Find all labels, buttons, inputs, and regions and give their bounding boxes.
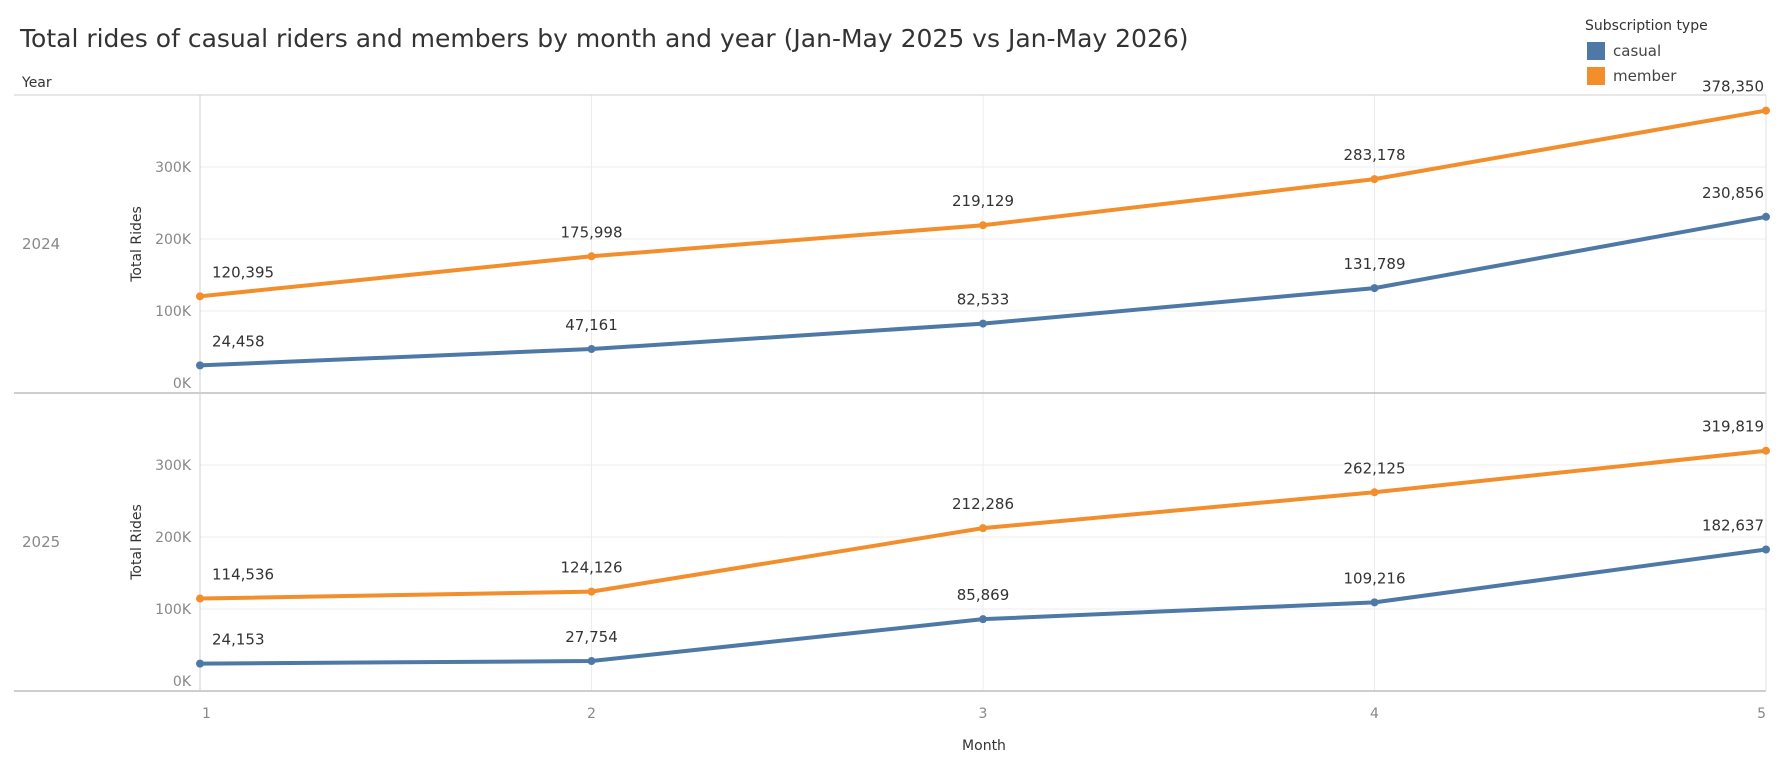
data-label-2025-casual: 24,153	[212, 631, 265, 649]
legend-item-member[interactable]: member	[1585, 63, 1708, 88]
y-axis-title: Total Rides	[129, 206, 145, 283]
data-label-2024-member: 378,350	[1702, 78, 1764, 96]
data-label-2024-casual: 47,161	[565, 316, 618, 334]
year-label-2025: 2025	[22, 533, 60, 551]
legend: Subscription type casual member	[1585, 18, 1708, 88]
data-point-2025-member[interactable]	[1762, 446, 1770, 455]
data-point-2025-casual[interactable]	[979, 615, 987, 624]
data-point-2025-casual[interactable]	[1370, 598, 1379, 607]
data-label-2025-casual: 85,869	[957, 586, 1010, 604]
data-label-2025-member: 212,286	[952, 495, 1014, 513]
data-label-2025-casual: 27,754	[565, 628, 618, 646]
data-label-2025-member: 114,536	[212, 566, 274, 584]
data-label-2024-casual: 131,789	[1343, 255, 1405, 273]
data-point-2024-member[interactable]	[979, 221, 987, 230]
data-label-2024-casual: 82,533	[957, 291, 1010, 309]
data-label-2025-member: 319,819	[1702, 418, 1764, 436]
data-point-2024-member[interactable]	[1762, 106, 1770, 115]
y-tick-label: 200K	[155, 232, 192, 248]
data-point-2024-member[interactable]	[1370, 175, 1379, 184]
data-point-2025-casual[interactable]	[587, 657, 596, 666]
x-tick-label: 2	[587, 706, 596, 722]
data-label-2025-member: 262,125	[1343, 459, 1405, 477]
year-label-2024: 2024	[22, 235, 60, 253]
data-label-2025-casual: 182,637	[1702, 517, 1764, 535]
data-label-2024-member: 175,998	[560, 223, 622, 241]
legend-swatch-casual	[1587, 41, 1605, 60]
year-column-header: Year	[22, 75, 52, 91]
y-tick-label: 300K	[155, 160, 192, 176]
data-point-2025-member[interactable]	[587, 587, 596, 596]
data-point-2024-member[interactable]	[587, 252, 596, 261]
x-axis-title: Month	[962, 738, 1006, 754]
legend-label-casual: casual	[1613, 41, 1662, 60]
legend-label-member: member	[1613, 66, 1677, 85]
data-label-2025-member: 124,126	[560, 559, 622, 577]
data-label-2024-casual: 24,458	[212, 332, 265, 350]
legend-item-casual[interactable]: casual	[1585, 38, 1708, 63]
chart-title: Total rides of casual riders and members…	[20, 24, 1189, 53]
data-point-2025-casual[interactable]	[196, 659, 204, 668]
y-tick-label: 100K	[155, 304, 192, 320]
x-tick-label: 3	[979, 706, 988, 722]
data-point-2025-member[interactable]	[979, 524, 987, 533]
data-point-2024-casual[interactable]	[587, 345, 596, 354]
data-point-2024-casual[interactable]	[1762, 212, 1770, 221]
data-point-2024-casual[interactable]	[196, 361, 204, 370]
x-tick-label: 1	[202, 706, 211, 722]
data-label-2025-casual: 109,216	[1343, 569, 1405, 587]
y-tick-label: 0K	[173, 376, 192, 392]
data-point-2025-member[interactable]	[1370, 488, 1379, 497]
data-point-2024-casual[interactable]	[979, 319, 987, 328]
legend-title: Subscription type	[1585, 18, 1708, 34]
y-tick-label: 0K	[173, 674, 192, 690]
y-tick-label: 300K	[155, 458, 192, 474]
y-axis-title: Total Rides	[129, 504, 145, 581]
legend-swatch-member	[1587, 66, 1605, 85]
x-tick-label: 4	[1370, 706, 1379, 722]
data-label-2024-member: 283,178	[1343, 146, 1405, 164]
x-tick-label: 5	[1757, 706, 1766, 722]
data-label-2024-member: 219,129	[952, 192, 1014, 210]
data-label-2024-member: 120,395	[212, 263, 274, 281]
data-point-2025-casual[interactable]	[1762, 545, 1770, 554]
y-tick-label: 100K	[155, 602, 192, 618]
data-point-2024-member[interactable]	[196, 292, 204, 301]
data-point-2025-member[interactable]	[196, 594, 204, 603]
data-point-2024-casual[interactable]	[1370, 284, 1379, 293]
y-tick-label: 200K	[155, 530, 192, 546]
data-label-2024-casual: 230,856	[1702, 184, 1764, 202]
